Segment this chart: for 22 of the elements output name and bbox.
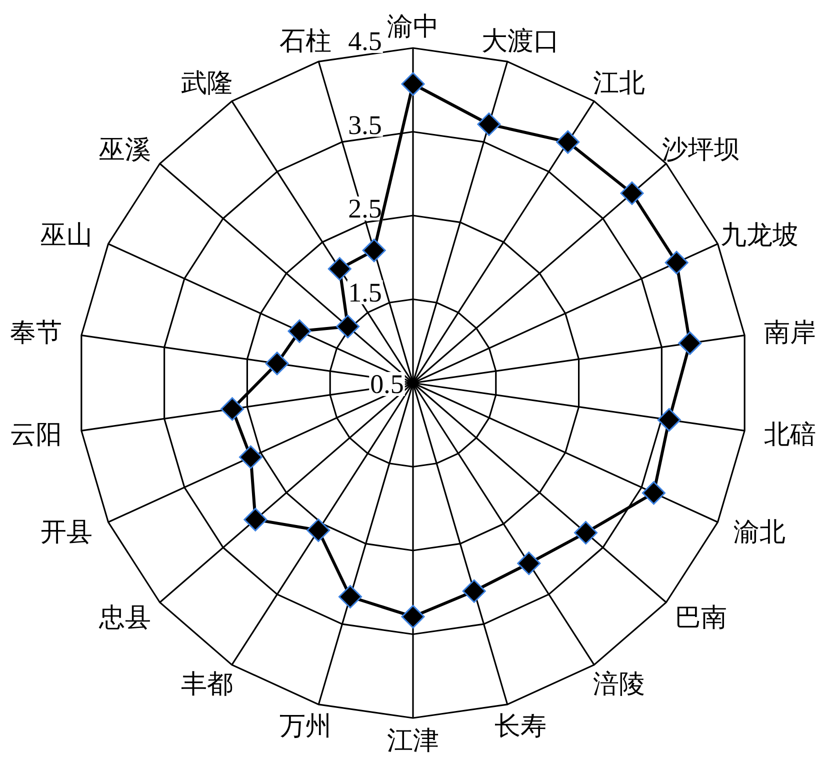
spoke-label: 渝中 (387, 12, 439, 41)
spoke-label: 北碚 (764, 420, 816, 449)
spoke-label: 万州 (280, 712, 332, 741)
spoke-label: 南岸 (764, 318, 816, 348)
spoke-label: 涪陵 (592, 669, 645, 698)
spoke-label: 巴南 (674, 602, 727, 632)
spoke-label: 大渡口 (481, 26, 560, 56)
spoke-label: 渝北 (734, 517, 786, 546)
spoke-label: 江北 (592, 68, 645, 98)
spoke-label: 石柱 (280, 26, 332, 56)
spoke-label: 九龙坡 (720, 220, 799, 250)
spoke-label: 江津 (387, 726, 439, 755)
spoke-label: 巫溪 (99, 135, 152, 164)
spoke-label: 开县 (40, 517, 92, 546)
spoke-label: 武隆 (181, 68, 234, 98)
spoke-label: 长寿 (494, 712, 546, 741)
spoke-label: 忠县 (98, 602, 152, 632)
spoke-label: 沙坪坝 (662, 135, 740, 164)
spoke-label: 丰都 (181, 669, 234, 698)
spoke-label: 云阳 (10, 420, 62, 449)
spoke-label: 奉节 (10, 318, 62, 348)
spoke-label: 巫山 (40, 220, 92, 250)
